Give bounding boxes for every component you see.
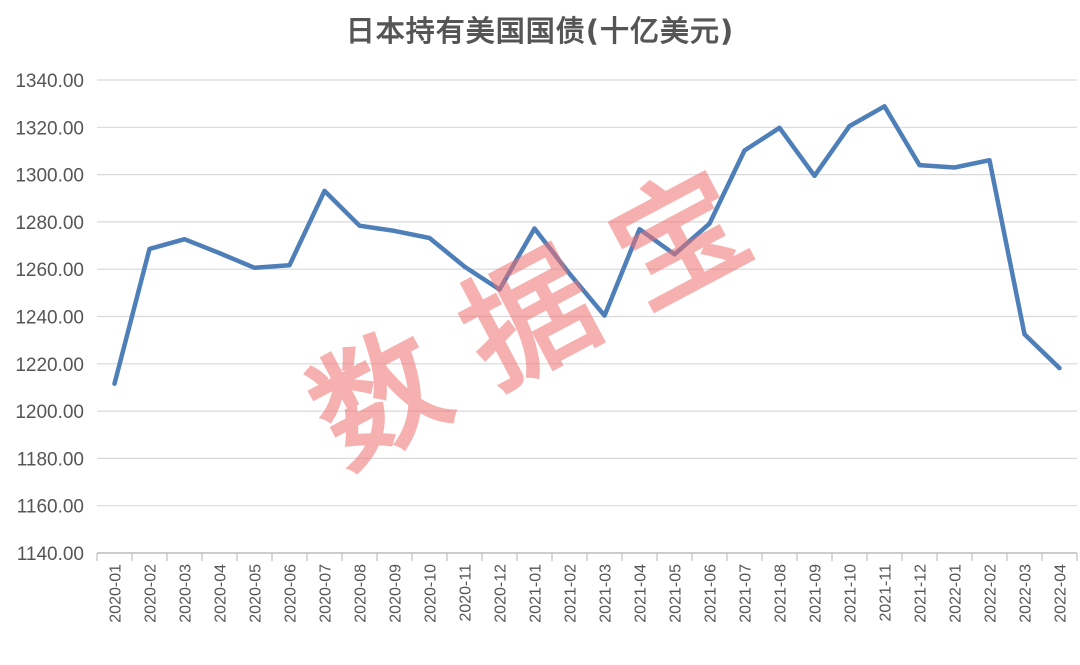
x-tick-label: 2021-12 bbox=[913, 564, 930, 623]
x-tick-label: 2021-03 bbox=[598, 564, 615, 623]
data-point bbox=[182, 237, 187, 242]
x-tick-label: 2022-04 bbox=[1053, 564, 1070, 623]
data-point bbox=[637, 227, 642, 232]
x-tick-label: 2020-10 bbox=[423, 564, 440, 623]
x-tick-label: 2020-07 bbox=[318, 564, 335, 623]
x-tick-label: 2020-08 bbox=[353, 564, 370, 623]
x-tick-label: 2020-02 bbox=[143, 564, 160, 623]
watermark-text: 数据宝 bbox=[289, 144, 772, 496]
x-tick-label: 2021-11 bbox=[878, 564, 895, 622]
x-tick-label: 2021-01 bbox=[528, 564, 545, 623]
x-tick-label: 2021-06 bbox=[703, 564, 720, 623]
chart-title: 日本持有美国国债(十亿美元) bbox=[345, 14, 735, 48]
x-tick-label: 2020-11 bbox=[458, 564, 475, 622]
data-point bbox=[567, 271, 572, 276]
y-tick-label: 1160.00 bbox=[17, 497, 84, 518]
x-tick-label: 2022-02 bbox=[983, 564, 1000, 623]
data-point bbox=[1057, 366, 1062, 371]
data-point bbox=[427, 235, 432, 240]
gridlines bbox=[97, 79, 1077, 554]
x-tick-label: 2022-03 bbox=[1018, 564, 1035, 623]
data-point bbox=[532, 226, 537, 231]
y-tick-label: 1260.00 bbox=[15, 260, 84, 281]
data-point bbox=[847, 124, 852, 129]
y-tick-label: 1220.00 bbox=[15, 355, 84, 376]
x-tick-label: 2021-02 bbox=[563, 564, 580, 623]
data-point bbox=[287, 263, 292, 268]
data-point bbox=[147, 246, 152, 251]
y-tick-label: 1180.00 bbox=[17, 449, 84, 470]
x-tick-label: 2020-01 bbox=[108, 564, 125, 623]
y-axis-labels: 1140.00 1160.00 1180.00 1200.00 1220.00 1240.… bbox=[15, 71, 84, 565]
data-point bbox=[812, 173, 817, 178]
data-point bbox=[497, 287, 502, 292]
data-point bbox=[392, 228, 397, 233]
x-tick-label: 2021-09 bbox=[808, 564, 825, 623]
x-tick-label: 2020-04 bbox=[213, 564, 230, 623]
x-tick-label: 2021-07 bbox=[738, 564, 755, 623]
data-point bbox=[357, 223, 362, 228]
x-tick-label: 2020-09 bbox=[388, 564, 405, 623]
data-point bbox=[777, 125, 782, 130]
x-tick-label: 2021-08 bbox=[773, 564, 790, 623]
x-tick-label: 2020-12 bbox=[493, 564, 510, 623]
data-point bbox=[1022, 332, 1027, 337]
data-point bbox=[882, 104, 887, 109]
y-tick-label: 1240.00 bbox=[15, 308, 84, 329]
data-point bbox=[322, 188, 327, 193]
x-axis: 2020-01 2020-02 2020-03 2020-04 2020-05 2020-… bbox=[96, 552, 1078, 623]
data-point bbox=[462, 264, 467, 269]
x-tick-label: 2021-10 bbox=[843, 564, 860, 623]
y-tick-label: 1200.00 bbox=[15, 402, 84, 423]
data-point bbox=[217, 251, 222, 256]
y-tick-label: 1300.00 bbox=[15, 166, 84, 187]
x-tick-label: 2021-05 bbox=[668, 564, 685, 623]
watermark-char: 宝 bbox=[589, 144, 772, 336]
x-tick-label: 2020-05 bbox=[248, 564, 265, 623]
watermark-char: 据 bbox=[439, 224, 622, 416]
data-point bbox=[672, 252, 677, 257]
series-line-path bbox=[112, 104, 1062, 386]
x-tick-label: 2022-01 bbox=[948, 564, 965, 623]
watermark: 数据宝 bbox=[289, 144, 772, 496]
x-tick-label: 2020-06 bbox=[283, 564, 300, 623]
x-tick-label: 2020-03 bbox=[178, 564, 195, 623]
x-tick-label: 2021-04 bbox=[633, 564, 650, 623]
data-point bbox=[742, 148, 747, 153]
data-point bbox=[952, 165, 957, 170]
data-point bbox=[602, 313, 607, 318]
data-point bbox=[707, 221, 712, 226]
y-tick-label: 1280.00 bbox=[15, 213, 84, 234]
data-point bbox=[917, 163, 922, 168]
y-tick-label: 1140.00 bbox=[17, 544, 84, 565]
watermark-char: 数 bbox=[289, 304, 472, 496]
y-tick-label: 1340.00 bbox=[15, 71, 84, 92]
data-point bbox=[112, 381, 117, 386]
series-line bbox=[112, 104, 1062, 386]
y-tick-label: 1320.00 bbox=[15, 118, 84, 139]
data-point bbox=[987, 158, 992, 163]
data-point bbox=[252, 265, 257, 270]
